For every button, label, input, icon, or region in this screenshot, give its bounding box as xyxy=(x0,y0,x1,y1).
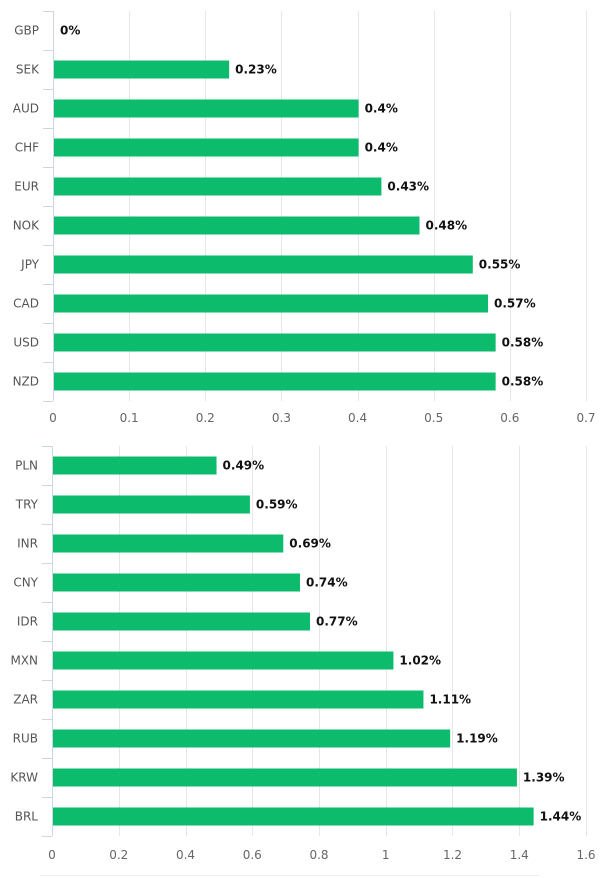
x-tick-label: 0.8 xyxy=(309,848,328,862)
bar[interactable] xyxy=(53,495,250,514)
bar[interactable] xyxy=(54,333,496,352)
data-label: 1.39% xyxy=(523,771,565,785)
category-label: NOK xyxy=(13,219,40,233)
category-label: GBP xyxy=(14,24,39,38)
x-tick-label: 0.4 xyxy=(348,411,367,425)
x-tick-label: 0.6 xyxy=(500,411,519,425)
bar[interactable] xyxy=(54,99,359,118)
bar[interactable] xyxy=(53,729,451,748)
bar[interactable] xyxy=(53,573,300,592)
chart-top: GBP 0% SEK 0.23% AUD 0.4% CHF 0.4% EUR 0.43% NOK 0.… xyxy=(13,11,596,425)
category-label: TRY xyxy=(15,498,39,512)
bar[interactable] xyxy=(53,534,284,553)
data-label: 1.02% xyxy=(399,654,441,668)
x-tick-label: 0.4 xyxy=(176,848,195,862)
x-tick-label: 0.7 xyxy=(576,411,595,425)
data-label: 0.43% xyxy=(387,180,429,194)
x-tick-label: 0 xyxy=(49,411,57,425)
bar[interactable] xyxy=(54,372,496,391)
bar[interactable] xyxy=(53,768,517,787)
bar[interactable] xyxy=(54,177,382,196)
x-tick-label: 0 xyxy=(48,848,56,862)
bar[interactable] xyxy=(54,138,359,157)
bar[interactable] xyxy=(54,294,489,313)
bar[interactable] xyxy=(54,216,420,235)
bar[interactable] xyxy=(53,651,394,670)
x-tick-label: 0.3 xyxy=(272,411,291,425)
data-label: 0.59% xyxy=(256,498,298,512)
data-label: 1.11% xyxy=(429,693,471,707)
category-label: USD xyxy=(13,336,39,350)
data-label: 0.23% xyxy=(235,63,277,77)
category-label: CNY xyxy=(13,576,38,590)
category-label: AUD xyxy=(13,102,39,116)
divider xyxy=(40,875,540,876)
bar[interactable] xyxy=(53,456,217,475)
x-tick-label: 0.2 xyxy=(196,411,215,425)
bar[interactable] xyxy=(53,690,424,709)
x-tick-label: 1 xyxy=(382,848,390,862)
category-label: SEK xyxy=(16,63,40,77)
bar[interactable] xyxy=(54,60,230,79)
data-label: 1.44% xyxy=(540,810,582,824)
x-tick-label: 1.2 xyxy=(443,848,462,862)
bar[interactable] xyxy=(54,255,473,274)
category-label: MXN xyxy=(10,654,38,668)
bar[interactable] xyxy=(53,612,310,631)
data-label: 1.19% xyxy=(456,732,498,746)
x-tick-label: 1.4 xyxy=(510,848,529,862)
data-label: 0.48% xyxy=(425,219,467,233)
data-label: 0.74% xyxy=(306,576,348,590)
category-label: INR xyxy=(17,537,38,551)
category-label: RUB xyxy=(13,732,38,746)
x-tick-label: 0.1 xyxy=(120,411,139,425)
data-label: 0.4% xyxy=(365,102,398,116)
x-tick-label: 0.2 xyxy=(109,848,128,862)
category-label: KRW xyxy=(10,771,38,785)
x-tick-label: 0.6 xyxy=(243,848,262,862)
x-tick-label: 1.6 xyxy=(576,848,595,862)
data-label: 0% xyxy=(60,24,80,38)
category-label: PLN xyxy=(15,459,38,473)
data-label: 0.57% xyxy=(494,297,536,311)
x-tick-label: 0.5 xyxy=(424,411,443,425)
chart-bottom: PLN 0.49% TRY 0.59% INR 0.69% CNY 0.74% IDR 0.77%… xyxy=(10,446,596,862)
category-label: ZAR xyxy=(13,693,38,707)
category-label: BRL xyxy=(15,810,39,824)
data-label: 0.69% xyxy=(289,537,331,551)
data-label: 0.77% xyxy=(316,615,358,629)
data-label: 0.58% xyxy=(502,375,544,389)
data-label: 0.55% xyxy=(479,258,521,272)
category-label: EUR xyxy=(14,180,39,194)
category-label: CAD xyxy=(13,297,39,311)
category-label: CHF xyxy=(15,141,39,155)
data-label: 0.49% xyxy=(223,459,265,473)
data-label: 0.58% xyxy=(502,336,544,350)
data-label: 0.4% xyxy=(365,141,398,155)
category-label: IDR xyxy=(17,615,38,629)
category-label: JPY xyxy=(20,258,40,272)
bar[interactable] xyxy=(53,807,534,826)
category-label: NZD xyxy=(13,375,39,389)
